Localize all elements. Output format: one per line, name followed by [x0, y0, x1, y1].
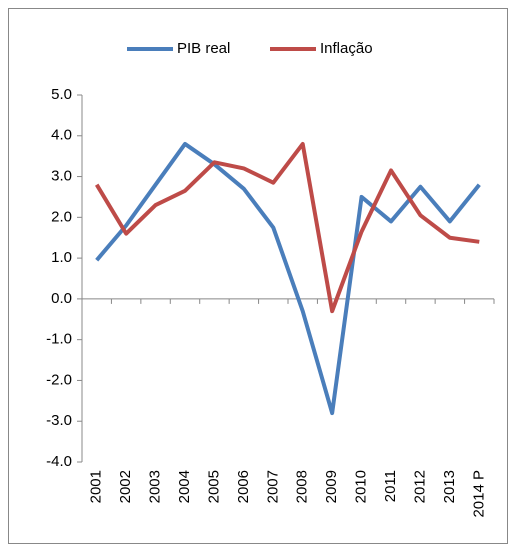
- series-line: [95, 141, 481, 416]
- legend-label: PIB real: [177, 40, 230, 57]
- x-tick-label: 2002: [117, 470, 134, 503]
- chart-border: [8, 8, 508, 544]
- y-tick-label: 2.0: [51, 208, 72, 225]
- y-tick-label: 5.0: [51, 86, 72, 103]
- x-tick-label: 2010: [353, 470, 370, 503]
- y-tick-label: -1.0: [46, 331, 72, 348]
- y-tick-label: 4.0: [51, 127, 72, 144]
- y-tick-label: -3.0: [46, 412, 72, 429]
- x-tick-label: 2014 P: [470, 470, 487, 518]
- x-tick-label: 2008: [294, 470, 311, 503]
- x-tick-label: 2004: [176, 470, 193, 503]
- x-tick-label: 2012: [411, 470, 428, 503]
- x-tick-label: 2006: [235, 470, 252, 503]
- x-tick-label: 2007: [264, 470, 281, 503]
- series-line: [95, 141, 480, 314]
- x-tick-label: 2009: [323, 470, 340, 503]
- x-tick-label: 2005: [205, 470, 222, 503]
- x-tick-label: 2003: [147, 470, 164, 503]
- x-tick-label: 2013: [441, 470, 458, 503]
- y-tick-label: -2.0: [46, 371, 72, 388]
- legend-label: Inflação: [320, 40, 373, 57]
- x-tick-label: 2011: [382, 470, 399, 502]
- x-tick-label: 2001: [88, 470, 105, 503]
- y-tick-label: 1.0: [51, 249, 72, 266]
- y-tick-label: 0.0: [51, 290, 72, 307]
- y-tick-label: -4.0: [46, 453, 72, 470]
- y-tick-label: 3.0: [51, 168, 72, 185]
